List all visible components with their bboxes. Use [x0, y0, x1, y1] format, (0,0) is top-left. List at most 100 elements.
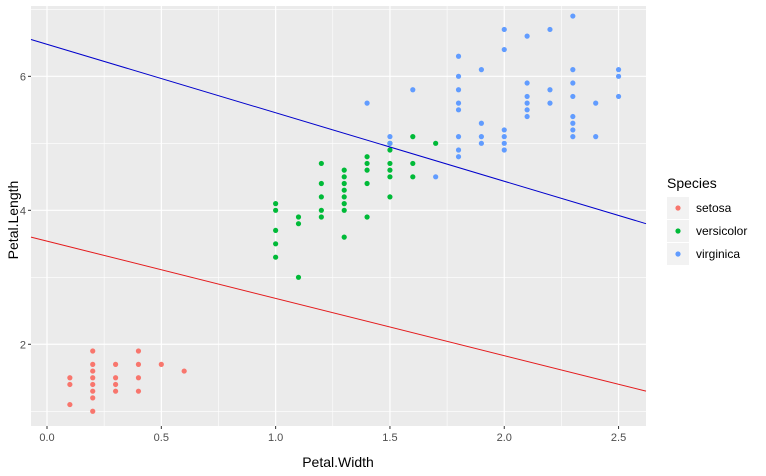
x-tick-label-0: 0.0: [39, 432, 54, 444]
virginica-point-37: [570, 120, 576, 126]
virginica-point-40: [593, 100, 599, 106]
legend-swatch-virginica: [675, 251, 681, 257]
setosa-point-20: [181, 368, 187, 374]
versicolor-point-24: [364, 180, 370, 187]
fit-lines: [30, 39, 647, 392]
legend-swatch-setosa: [675, 205, 681, 211]
virginica-point-15: [478, 134, 484, 140]
virginica-point-42: [615, 67, 622, 73]
setosa-point-2: [67, 401, 73, 408]
setosa-point-13: [112, 381, 119, 388]
setosa-point-12: [112, 375, 119, 381]
versicolor-point-18: [341, 201, 347, 207]
setosa-point-10: [90, 408, 96, 414]
legend-label-virginica: virginica: [696, 247, 740, 261]
series-setosa: [67, 348, 187, 414]
x-tick-label-1: 0.5: [154, 432, 169, 444]
versicolor-point-34: [410, 174, 416, 180]
virginica-point-11: [455, 147, 462, 153]
virginica-point-14: [478, 120, 484, 126]
versicolor-point-6: [295, 221, 302, 227]
virginica-point-30: [547, 87, 553, 93]
virginica-point-27: [524, 107, 530, 113]
versicolor-point-0: [273, 201, 279, 207]
versicolor-point-8: [318, 160, 324, 167]
virginica-point-28: [524, 113, 530, 120]
virginica-point-5: [455, 53, 462, 59]
setosa-point-0: [67, 375, 73, 381]
versicolor-point-13: [341, 167, 347, 173]
virginica-point-18: [501, 46, 507, 53]
virginica-point-1: [387, 134, 393, 140]
virginica-point-34: [570, 80, 576, 86]
virginica-point-7: [455, 87, 462, 93]
x-axis-title: Petal.Width: [302, 454, 374, 470]
y-tick-label-0: 2: [20, 339, 26, 351]
versicolor-point-21: [364, 154, 370, 160]
virginica-point-33: [570, 67, 576, 73]
versicolor-point-28: [387, 160, 393, 167]
setosa-point-19: [158, 361, 164, 367]
versicolor-point-29: [387, 167, 393, 173]
versicolor-point-14: [341, 174, 347, 180]
versicolor-point-30: [387, 174, 393, 180]
versicolor-point-25: [364, 214, 370, 220]
versicolor-point-5: [295, 214, 302, 220]
versicolor-point-12: [318, 214, 324, 220]
virginica-point-43: [615, 73, 622, 79]
versicolor-point-33: [410, 160, 416, 167]
virginica-point-2: [387, 140, 393, 146]
legend-label-versicolor: versicolor: [696, 224, 747, 238]
versicolor-point-27: [387, 147, 393, 153]
setosa-point-4: [90, 361, 96, 367]
virginica-point-12: [455, 154, 462, 160]
y-tick-label-1: 4: [20, 205, 26, 217]
y-axis-title: Petal.Length: [5, 181, 21, 260]
setosa-point-15: [135, 348, 142, 354]
setosa-point-14: [112, 388, 119, 394]
series-virginica: [364, 13, 622, 180]
virginica-point-19: [501, 127, 507, 133]
virginica-point-25: [524, 93, 530, 100]
virginica-point-44: [615, 93, 622, 100]
virginica-point-31: [547, 100, 553, 106]
setosa-point-1: [67, 381, 73, 388]
legend-swatch-versicolor: [675, 228, 681, 234]
legend-label-setosa: setosa: [696, 201, 732, 215]
versicolor-point-35: [433, 140, 439, 146]
virginica-point-39: [570, 134, 576, 140]
versicolor-point-22: [364, 160, 370, 167]
versicolor-point-15: [341, 180, 347, 187]
data-points: [67, 13, 622, 414]
virginica-point-26: [524, 100, 530, 106]
versicolor-point-17: [341, 194, 347, 200]
virginica-point-10: [455, 134, 462, 140]
versicolor-point-19: [341, 207, 347, 213]
virginica-point-38: [570, 127, 576, 133]
setosa-point-11: [112, 361, 119, 367]
setosa-point-9: [90, 395, 96, 401]
setosa-point-17: [135, 375, 142, 381]
virginica-point-20: [501, 134, 507, 140]
virginica-point-35: [570, 93, 576, 100]
virginica-point-32: [570, 13, 576, 19]
virginica-point-29: [547, 26, 553, 33]
virginica-point-4: [433, 174, 439, 180]
fit-line-lower: [30, 236, 647, 392]
virginica-point-0: [364, 100, 370, 106]
versicolor-point-32: [410, 134, 416, 140]
versicolor-point-3: [273, 241, 279, 247]
legend-title: Species: [667, 175, 717, 191]
versicolor-point-20: [341, 234, 347, 240]
series-versicolor: [273, 134, 439, 280]
plot-panel: [31, 6, 646, 426]
versicolor-point-31: [387, 194, 393, 200]
virginica-point-17: [501, 26, 507, 33]
virginica-point-36: [570, 113, 576, 120]
versicolor-point-23: [364, 167, 370, 173]
y-tick-label-2: 6: [20, 71, 26, 83]
setosa-point-3: [90, 348, 96, 354]
virginica-point-8: [455, 100, 462, 106]
setosa-point-16: [135, 361, 142, 367]
